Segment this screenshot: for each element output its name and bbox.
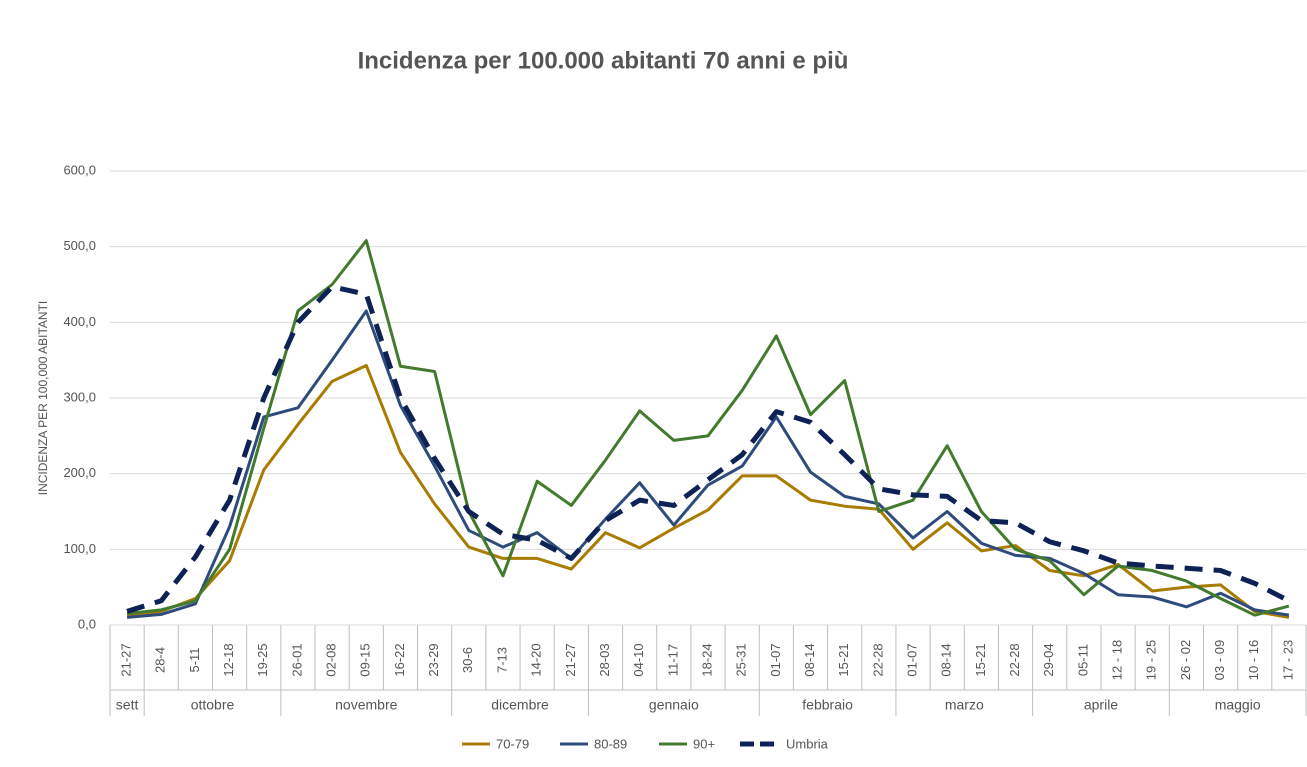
legend-label: 80-89: [594, 736, 627, 751]
group-label: novembre: [335, 697, 397, 713]
x-tick-label: 25-31: [734, 643, 749, 676]
x-tick-label: 10 - 16: [1246, 640, 1261, 680]
group-label: sett: [116, 697, 139, 713]
series-line: [126, 309, 1290, 619]
legend-label: 70-79: [496, 736, 529, 751]
series-line: [126, 363, 1290, 619]
x-tick-label: 26 - 02: [1178, 640, 1193, 680]
y-tick-label: 400,0: [63, 314, 96, 329]
group-label: dicembre: [491, 697, 549, 713]
x-tick-label: 12-18: [221, 643, 236, 676]
x-tick-label: 22-28: [870, 643, 885, 676]
y-axis-label: INCIDENZA PER 100,000 ABITANTI: [36, 301, 50, 496]
series-line: [126, 239, 1290, 617]
group-label: ottobre: [191, 697, 235, 713]
x-tick-label: 30-6: [460, 647, 475, 673]
x-tick-label: 08-14: [802, 643, 817, 676]
x-tick-label: 7-13: [494, 647, 509, 673]
group-label: febbraio: [802, 697, 853, 713]
y-tick-label: 0,0: [78, 616, 96, 631]
series-line: [126, 284, 1291, 614]
legend-label: Umbria: [786, 736, 829, 751]
x-tick-label: 14-20: [529, 643, 544, 676]
x-tick-label: 03 - 09: [1212, 640, 1227, 680]
x-tick-label: 09-15: [358, 643, 373, 676]
group-label: gennaio: [649, 697, 699, 713]
x-tick-label: 26-01: [289, 643, 304, 676]
x-tick-label: 02-08: [324, 643, 339, 676]
y-tick-label: 100,0: [63, 541, 96, 556]
x-tick-label: 12 - 18: [1109, 640, 1124, 680]
x-tick-label: 21-27: [563, 643, 578, 676]
x-tick-label: 21-27: [119, 643, 134, 676]
x-tick-label: 29-04: [1041, 643, 1056, 676]
x-tick-label: 18-24: [699, 643, 714, 676]
y-tick-label: 300,0: [63, 389, 96, 404]
x-tick-label: 01-07: [768, 643, 783, 676]
x-tick-label: 17 - 23: [1280, 640, 1295, 680]
x-tick-label: 5-11: [187, 647, 202, 672]
y-tick-label: 600,0: [63, 162, 96, 177]
x-tick-label: 23-29: [426, 643, 441, 676]
x-tick-label: 01-07: [904, 643, 919, 676]
y-tick-label: 200,0: [63, 465, 96, 480]
x-tick-label: 15-21: [836, 643, 851, 676]
group-label: maggio: [1215, 697, 1261, 713]
x-tick-label: 28-03: [597, 643, 612, 676]
x-tick-label: 15-21: [973, 643, 988, 676]
legend-label: 90+: [693, 736, 715, 751]
x-tick-label: 28-4: [153, 647, 168, 673]
x-tick-label: 16-22: [392, 643, 407, 676]
y-tick-label: 500,0: [63, 238, 96, 253]
group-label: marzo: [945, 697, 984, 713]
x-tick-label: 19 - 25: [1144, 640, 1159, 680]
x-tick-label: 08-14: [939, 643, 954, 676]
group-label: aprile: [1084, 697, 1118, 713]
x-tick-label: 22-28: [1007, 643, 1022, 676]
x-tick-label: 04-10: [631, 643, 646, 676]
x-tick-label: 19-25: [255, 643, 270, 676]
chart-title: Incidenza per 100.000 abitanti 70 anni e…: [358, 47, 849, 74]
x-tick-label: 05-11: [1075, 644, 1090, 676]
x-tick-label: 11-17: [665, 644, 680, 676]
